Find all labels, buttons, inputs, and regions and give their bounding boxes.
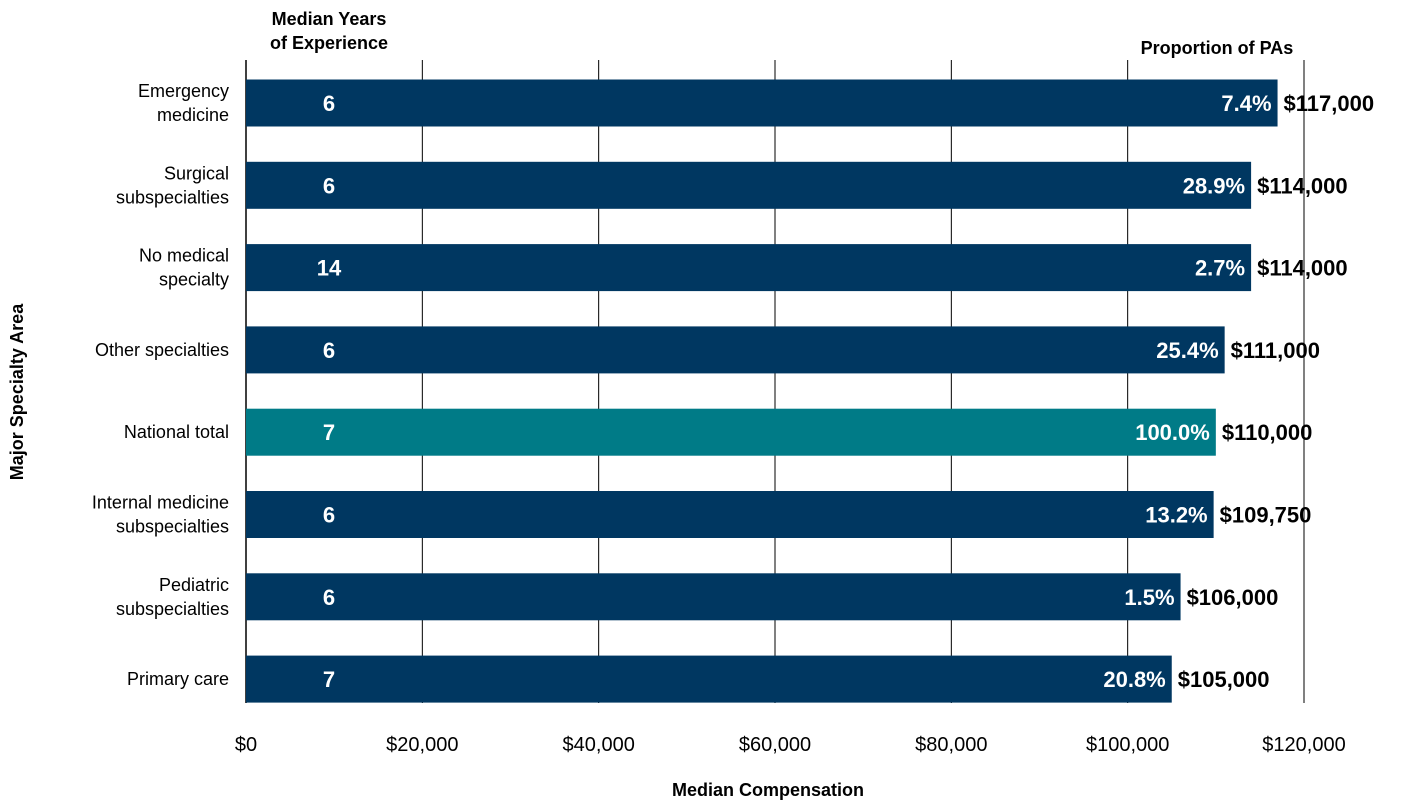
years-experience-label: 6 <box>323 173 335 198</box>
category-label: subspecialties <box>116 187 229 207</box>
x-tick-label: $40,000 <box>563 734 635 756</box>
category-label: National total <box>124 422 229 442</box>
proportion-label: 20.8% <box>1103 667 1165 692</box>
bar <box>246 408 1216 456</box>
category-label: Surgical <box>164 163 229 183</box>
value-label: $111,000 <box>1231 338 1320 363</box>
x-tick-label: $20,000 <box>386 734 458 756</box>
proportion-label: 1.5% <box>1124 585 1174 610</box>
years-experience-label: 6 <box>323 585 335 610</box>
labels: $0 $20,000 $40,000 $60,000 $80,000 $100,000 $1… <box>92 81 1374 756</box>
value-label: $106,000 <box>1187 585 1279 610</box>
bar <box>246 326 1225 374</box>
bars <box>246 79 1278 703</box>
left-column-header-line-2: of Experience <box>270 33 388 53</box>
proportion-label: 28.9% <box>1183 173 1245 198</box>
value-label: $105,000 <box>1178 667 1270 692</box>
bar <box>246 79 1278 127</box>
years-experience-label: 6 <box>323 338 335 363</box>
x-tick-label: $0 <box>235 734 257 756</box>
proportion-label: 25.4% <box>1156 338 1218 363</box>
x-tick-label: $100,000 <box>1086 734 1169 756</box>
bar <box>246 161 1252 209</box>
value-label: $109,750 <box>1220 503 1312 528</box>
years-experience-label: 7 <box>323 420 335 445</box>
value-label: $117,000 <box>1284 91 1375 116</box>
x-tick-label: $120,000 <box>1262 734 1345 756</box>
value-label: $110,000 <box>1222 420 1313 445</box>
category-label: Primary care <box>127 669 229 689</box>
category-label: Emergency <box>138 81 229 101</box>
years-experience-label: 6 <box>323 503 335 528</box>
proportion-label: 100.0% <box>1135 420 1210 445</box>
category-label: No medical <box>139 246 229 266</box>
x-axis-title: Median Compensation <box>672 780 864 800</box>
category-label: subspecialties <box>116 599 229 619</box>
bar <box>246 655 1172 703</box>
x-tick-label: $60,000 <box>739 734 811 756</box>
bar <box>246 244 1252 292</box>
category-label: Internal medicine <box>92 493 229 513</box>
category-label: specialty <box>159 270 229 290</box>
bar <box>246 491 1214 538</box>
y-axis-title: Major Specialty Area <box>7 303 27 480</box>
proportion-label: 2.7% <box>1195 256 1245 281</box>
value-label: $114,000 <box>1257 173 1348 198</box>
category-label: medicine <box>157 105 229 125</box>
bar <box>246 573 1181 621</box>
category-label: subspecialties <box>116 517 229 537</box>
category-label: Other specialties <box>95 340 229 360</box>
years-experience-label: 6 <box>323 91 335 116</box>
years-experience-label: 7 <box>323 667 335 692</box>
right-column-header: Proportion of PAs <box>1141 38 1294 58</box>
x-tick-label: $80,000 <box>915 734 987 756</box>
proportion-label: 7.4% <box>1221 91 1271 116</box>
proportion-label: 13.2% <box>1145 503 1207 528</box>
left-column-header-line-1: Median Years <box>272 9 387 29</box>
years-experience-label: 14 <box>317 256 342 281</box>
category-label: Pediatric <box>159 575 229 595</box>
value-label: $114,000 <box>1257 256 1348 281</box>
